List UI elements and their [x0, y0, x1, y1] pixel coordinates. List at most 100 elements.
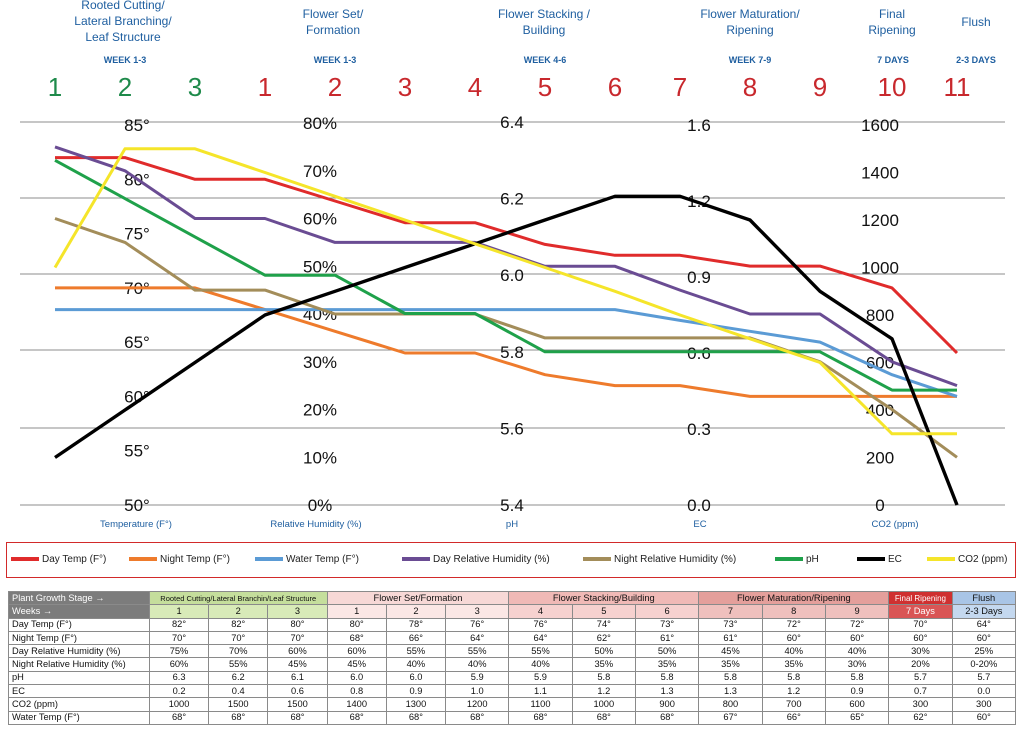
- table-cell: 1000: [571, 697, 636, 712]
- tick-label-humidity: 20%: [303, 401, 337, 420]
- table-cell: 5.8: [698, 670, 763, 686]
- legend-label: EC: [888, 554, 902, 565]
- table-cell: 6.0: [326, 670, 387, 686]
- legend-swatch: [129, 557, 157, 562]
- table-cell: 70%: [208, 644, 269, 659]
- table-row-label: Night Relative Humidity (%): [8, 657, 150, 672]
- table-cell: 1400: [326, 697, 387, 712]
- table-cell: 30%: [888, 644, 953, 659]
- table-cell: 1.1: [508, 684, 573, 699]
- legend-item: Water Temp (F°): [255, 554, 359, 568]
- legend-item: Night Temp (F°): [129, 554, 230, 568]
- table-cell: 72°: [824, 617, 890, 632]
- stage-label-final-ripening: Final Ripening: [868, 7, 916, 37]
- table-cell: 300: [888, 697, 953, 712]
- tick-label-humidity: 10%: [303, 448, 337, 467]
- tick-label-co2: 800: [866, 306, 894, 325]
- axis-title-ec: EC: [693, 519, 707, 530]
- tick-label-humidity: 0%: [308, 496, 333, 515]
- axis-title-temperature: Temperature (F°): [100, 519, 172, 530]
- series-line-ph: [54, 158, 957, 392]
- legend-label: Night Relative Humidity (%): [614, 554, 737, 565]
- table-cell: 80°: [267, 617, 328, 632]
- table-cell: 0.9: [824, 684, 890, 699]
- week-number: 11: [943, 72, 971, 102]
- table-cell: 68°: [148, 710, 210, 725]
- week-number: 7: [672, 72, 688, 102]
- legend-swatch: [255, 557, 283, 562]
- week-number: 2: [117, 72, 133, 102]
- table-stage-name: Final Ripening: [888, 590, 953, 606]
- stage-label-flower-maturation: Flower Maturation/ Ripening: [700, 7, 800, 37]
- week-number: 5: [537, 72, 553, 102]
- table-cell: 600: [824, 697, 890, 712]
- tick-label-temperature: 75°: [124, 225, 150, 244]
- tick-label-humidity: 50%: [303, 257, 337, 276]
- table-cell: 0.7: [888, 684, 953, 699]
- table-cell: 35%: [698, 657, 763, 672]
- table-week-cell: 4: [508, 604, 573, 619]
- table-cell: 1300: [385, 697, 447, 712]
- table-row: Water Temp (F°) 68° 68° 68° 68° 68° 68° 68° 68° 6…: [8, 710, 1017, 725]
- table-row-label: Water Temp (F°): [8, 710, 150, 725]
- growth-stage-table: Plant Growth Stage → Rooted Cutting/Later…: [8, 590, 1017, 725]
- table-cell: 35%: [761, 657, 826, 672]
- stage-label-rooted-cutting: Rooted Cutting/ Lateral Branching/ Leaf …: [74, 0, 172, 44]
- table-cell: 55%: [208, 657, 269, 672]
- table-cell: 1500: [267, 697, 328, 712]
- table-week-cell: 1: [326, 604, 387, 619]
- tick-label-ph: 6.0: [500, 266, 524, 285]
- tick-label-humidity: 30%: [303, 353, 337, 372]
- tick-label-ec: 0.9: [687, 268, 711, 287]
- table-cell: 61°: [634, 630, 700, 646]
- table-cell: 67°: [698, 710, 763, 725]
- table-cell: 35%: [634, 657, 700, 672]
- table-cell: 20%: [888, 657, 953, 672]
- table-cell: 25%: [951, 644, 1017, 659]
- week-number: 8: [742, 72, 758, 102]
- table-cell: 66°: [385, 630, 447, 646]
- table-cell: 55%: [508, 644, 573, 659]
- table-cell: 5.9: [445, 670, 510, 686]
- table-cell: 74°: [571, 617, 636, 632]
- table-cell: 5.8: [761, 670, 826, 686]
- tick-label-ec: 0.6: [687, 344, 711, 363]
- axis-title-humidity: Relative Humidity (%): [270, 519, 362, 530]
- week-range-flower-set: WEEK 1-3: [313, 55, 357, 65]
- table-cell: 60°: [824, 630, 890, 646]
- week-range-flush: 2-3 DAYS: [956, 55, 996, 65]
- table-cell: 78°: [385, 617, 447, 632]
- legend-item: CO2 (ppm): [927, 554, 1007, 568]
- table-row: CO2 (ppm) 1000 1500 1500 1400 1300 1200 1100 100…: [8, 697, 1017, 712]
- table-cell: 35%: [571, 657, 636, 672]
- table-row: Night Temp (F°) 70° 70° 70° 68° 66° 64° 64° 62° 6…: [8, 630, 1017, 646]
- table-week-cell: 9: [824, 604, 890, 619]
- table-cell: 1000: [148, 697, 210, 712]
- table-cell: 68°: [326, 630, 387, 646]
- legend-label: Water Temp (F°): [286, 554, 359, 565]
- legend-swatch: [927, 557, 955, 562]
- tick-label-ph: 5.4: [500, 496, 524, 515]
- table-cell: 0.2: [148, 684, 210, 699]
- tick-label-co2: 1400: [861, 164, 899, 183]
- table-cell: 700: [761, 697, 826, 712]
- week-number: 10: [877, 72, 907, 102]
- table-cell: 70°: [888, 617, 953, 632]
- stage-label-flower-set: Flower Set/ Formation: [302, 7, 364, 37]
- table-cell: 76°: [508, 617, 573, 632]
- tick-label-humidity: 60%: [303, 210, 337, 229]
- table-cell: 5.7: [951, 670, 1017, 686]
- table-row: pH 6.3 6.2 6.1 6.0 6.0 5.9 5.9 5.8 5.8 5.8 5.8 5.8 5.…: [8, 670, 1017, 686]
- table-row-label: Night Temp (F°): [8, 630, 150, 646]
- tick-label-ec: 0.0: [687, 496, 711, 515]
- table-cell: 68°: [208, 710, 269, 725]
- stage-label-flower-stacking: Flower Stacking / Building: [497, 7, 591, 37]
- tick-label-ph: 5.8: [500, 343, 524, 362]
- table-cell: 68°: [385, 710, 447, 725]
- table-cell: 76°: [445, 617, 510, 632]
- table-cell: 62°: [888, 710, 953, 725]
- legend-swatch: [11, 557, 39, 562]
- table-cell: 1.3: [634, 684, 700, 699]
- table-stage-name: Flower Set/Formation: [326, 590, 510, 606]
- table-cell: 40%: [761, 644, 826, 659]
